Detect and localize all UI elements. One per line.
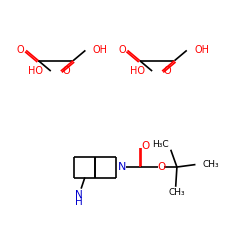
Text: O: O	[17, 46, 24, 56]
Text: O: O	[118, 46, 126, 56]
Text: O: O	[62, 66, 70, 76]
Text: CH₃: CH₃	[202, 160, 219, 169]
Text: HO: HO	[28, 66, 43, 76]
Text: HO: HO	[130, 66, 145, 76]
Text: CH₃: CH₃	[168, 188, 185, 198]
Text: O: O	[164, 66, 172, 76]
Text: H₃C: H₃C	[152, 140, 168, 149]
Text: OH: OH	[93, 46, 108, 56]
Text: H: H	[75, 197, 82, 207]
Text: O: O	[142, 141, 150, 151]
Text: O: O	[158, 162, 166, 172]
Text: N: N	[75, 190, 82, 200]
Text: N: N	[118, 162, 127, 172]
Text: OH: OH	[194, 46, 209, 56]
